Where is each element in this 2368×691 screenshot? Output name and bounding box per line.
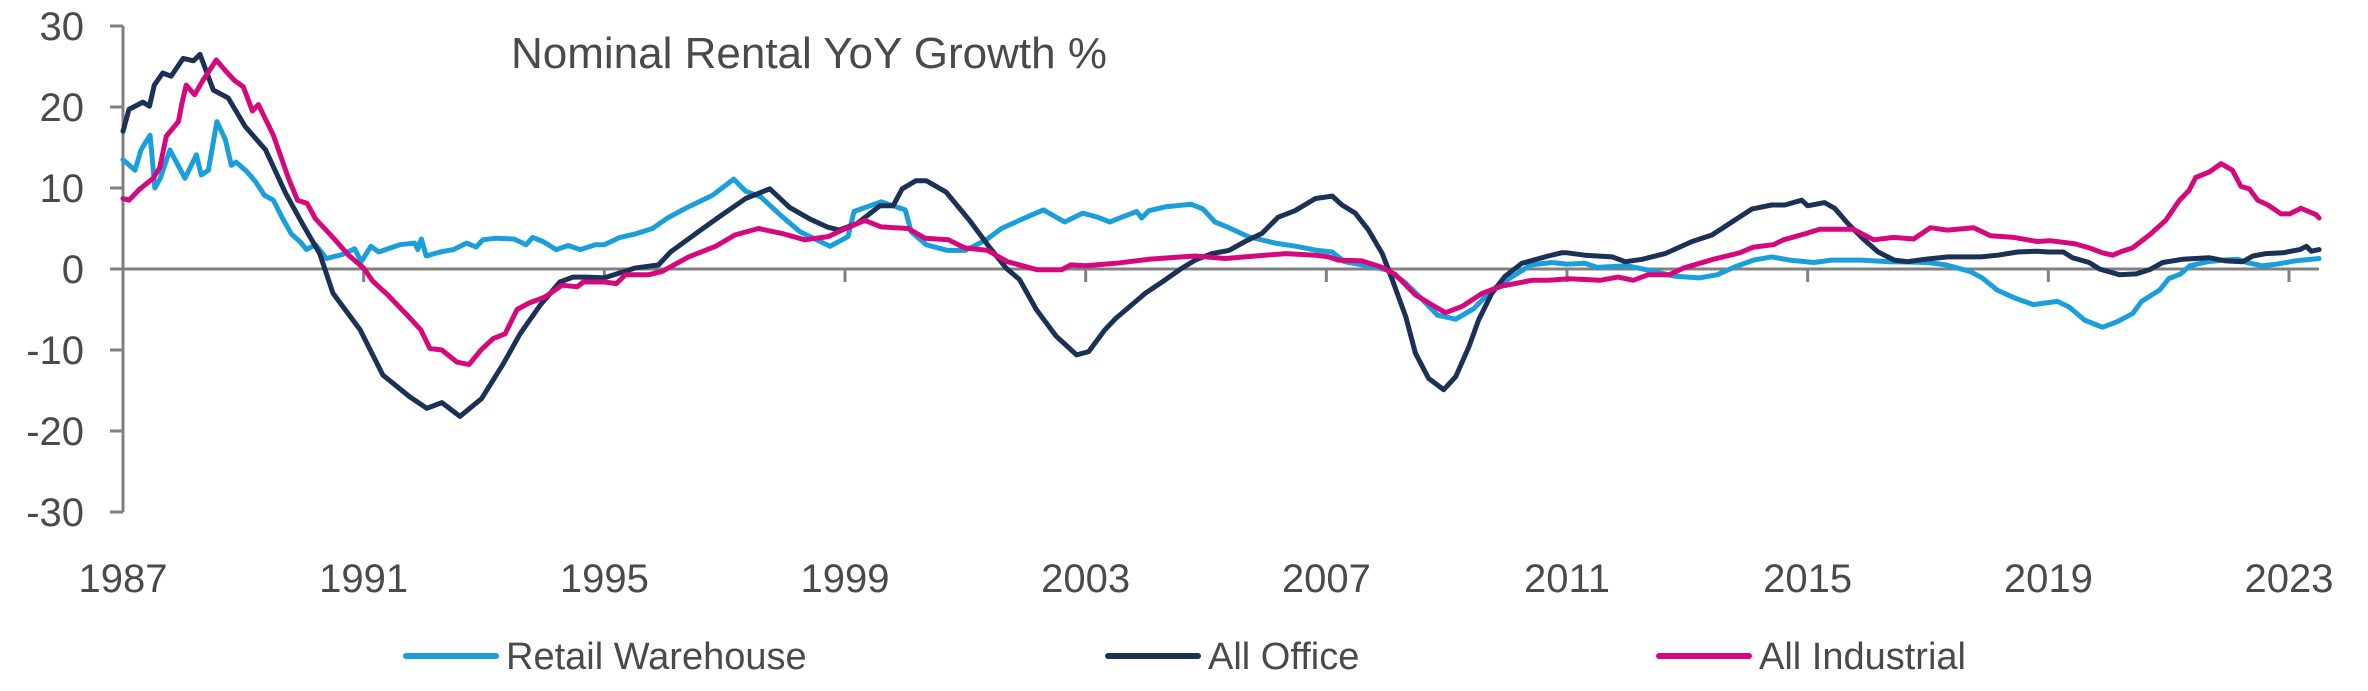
legend-item-retail-warehouse: Retail Warehouse (403, 636, 807, 678)
y-tick-label: 0 (62, 248, 84, 292)
x-tick-label: 2011 (1524, 557, 1610, 601)
y-tick-label: 10 (40, 167, 85, 211)
series-line-all-office (120, 51, 2322, 419)
x-tick-label: 2015 (1763, 557, 1852, 601)
x-tick-label: 2023 (2245, 557, 2334, 601)
series-layer (120, 51, 2322, 419)
legend-label: Retail Warehouse (506, 636, 807, 678)
legend-item-all-industrial: All Industrial (1656, 636, 1966, 678)
legend-item-all-office: All Office (1105, 636, 1359, 678)
x-tick-label: 2007 (1282, 557, 1371, 601)
y-axis: 30 20 10 0 -10 -20 -30 (26, 5, 125, 535)
series-line-retail-warehouse (120, 119, 2322, 330)
y-tick-label: 20 (40, 86, 85, 130)
chart-title: Nominal Rental YoY Growth % (511, 29, 1107, 78)
y-tick-label: -10 (26, 329, 84, 373)
x-tick-label: 2003 (1041, 557, 1130, 601)
y-tick-label: -30 (26, 491, 84, 535)
x-tick-label: 1987 (79, 557, 168, 601)
x-tick-label: 1999 (801, 557, 890, 601)
y-tick-label: 30 (40, 5, 85, 49)
y-tick-label: -20 (26, 410, 84, 454)
legend: Retail Warehouse All Office All Industrial (403, 636, 1966, 678)
x-tick-label: 1995 (560, 557, 649, 601)
legend-label: All Office (1208, 636, 1359, 678)
x-tick-label: 1991 (319, 557, 408, 601)
series-line-all-industrial (120, 57, 2322, 368)
legend-label: All Industrial (1759, 636, 1966, 678)
x-tick-label: 2019 (2004, 557, 2093, 601)
x-axis: 1987 1991 1995 1999 2003 2007 2011 2015 2019 2023 (79, 267, 2334, 601)
